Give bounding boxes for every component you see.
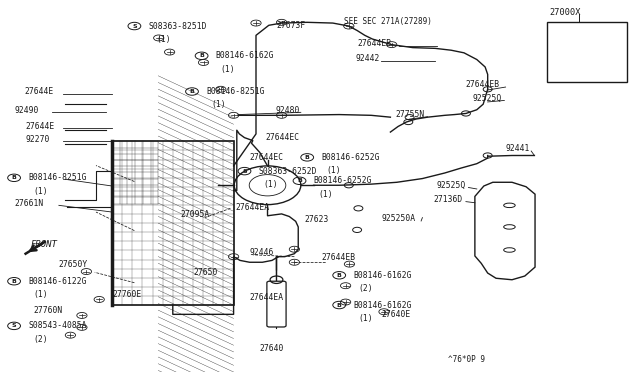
Text: 92490: 92490 bbox=[14, 106, 38, 115]
Text: B08146-6252G: B08146-6252G bbox=[314, 176, 372, 185]
Text: SEE SEC 271A(27289): SEE SEC 271A(27289) bbox=[344, 17, 432, 26]
Text: 92525Q: 92525Q bbox=[436, 181, 466, 190]
Text: 27644EB: 27644EB bbox=[466, 80, 500, 89]
Text: 27644EC: 27644EC bbox=[266, 133, 300, 142]
Bar bbox=[547, 22, 627, 82]
Text: 27673F: 27673F bbox=[276, 21, 306, 30]
Text: 27755N: 27755N bbox=[396, 110, 425, 119]
Text: (1): (1) bbox=[264, 180, 278, 189]
Text: S08363-8251D: S08363-8251D bbox=[148, 22, 207, 31]
Text: (1): (1) bbox=[319, 190, 333, 199]
Text: S08543-4085A: S08543-4085A bbox=[28, 321, 86, 330]
Text: 27095A: 27095A bbox=[180, 211, 210, 219]
Text: (1): (1) bbox=[211, 100, 226, 109]
Text: B08146-8251G: B08146-8251G bbox=[28, 173, 86, 182]
Text: B: B bbox=[199, 53, 204, 58]
Text: (1): (1) bbox=[33, 187, 48, 196]
Text: 27644EB: 27644EB bbox=[321, 253, 355, 262]
Text: 27644EC: 27644EC bbox=[250, 153, 284, 162]
Text: (1): (1) bbox=[33, 290, 48, 299]
Text: FRONT: FRONT bbox=[31, 240, 58, 249]
Text: 27644E: 27644E bbox=[26, 122, 55, 131]
Text: 92525Q: 92525Q bbox=[472, 94, 502, 103]
Text: 925250A: 925250A bbox=[381, 214, 415, 223]
Text: B: B bbox=[189, 89, 195, 94]
Text: B08146-6122G: B08146-6122G bbox=[28, 277, 86, 286]
Text: B: B bbox=[337, 273, 342, 278]
Text: 92480: 92480 bbox=[275, 106, 300, 115]
Text: B: B bbox=[305, 155, 310, 160]
Text: B08146-6162G: B08146-6162G bbox=[353, 271, 412, 280]
Text: (2): (2) bbox=[33, 335, 48, 344]
Text: B: B bbox=[337, 302, 342, 308]
Text: B: B bbox=[297, 178, 302, 183]
Text: 27650Y: 27650Y bbox=[59, 260, 88, 269]
Text: 27640E: 27640E bbox=[381, 310, 411, 319]
Text: B: B bbox=[12, 279, 17, 284]
Text: 27000X: 27000X bbox=[549, 8, 580, 17]
Text: B08146-6162G: B08146-6162G bbox=[216, 51, 274, 60]
Text: 27136D: 27136D bbox=[434, 195, 463, 204]
Text: (1): (1) bbox=[157, 35, 172, 44]
Bar bbox=[112, 141, 234, 305]
Text: B08146-6252G: B08146-6252G bbox=[321, 153, 380, 162]
Text: 27650: 27650 bbox=[193, 268, 218, 277]
Text: 92270: 92270 bbox=[26, 135, 50, 144]
Text: 27640: 27640 bbox=[260, 344, 284, 353]
Text: 27760E: 27760E bbox=[112, 290, 141, 299]
Text: 92442: 92442 bbox=[356, 54, 380, 63]
Text: (2): (2) bbox=[358, 284, 373, 293]
Text: 27760N: 27760N bbox=[33, 307, 63, 315]
Text: (1): (1) bbox=[326, 166, 341, 175]
Text: 27644EB: 27644EB bbox=[357, 39, 391, 48]
Text: (1): (1) bbox=[358, 314, 373, 323]
Text: B: B bbox=[12, 175, 17, 180]
Text: 27644E: 27644E bbox=[24, 87, 54, 96]
Text: B08146-8251G: B08146-8251G bbox=[206, 87, 264, 96]
Text: (1): (1) bbox=[221, 65, 236, 74]
Text: ^76*0P 9: ^76*0P 9 bbox=[448, 355, 485, 364]
Text: 27644EA: 27644EA bbox=[250, 293, 284, 302]
Text: 27644EA: 27644EA bbox=[236, 203, 269, 212]
Text: S: S bbox=[132, 23, 137, 29]
Text: 27661N: 27661N bbox=[14, 199, 44, 208]
Text: S: S bbox=[12, 323, 17, 328]
Text: 27623: 27623 bbox=[305, 215, 329, 224]
Text: S: S bbox=[242, 169, 247, 174]
FancyBboxPatch shape bbox=[267, 281, 286, 327]
Text: S08363-6252D: S08363-6252D bbox=[259, 167, 317, 176]
Text: 92441: 92441 bbox=[506, 144, 530, 153]
Text: B08146-6162G: B08146-6162G bbox=[353, 301, 412, 310]
Text: 92446: 92446 bbox=[250, 248, 274, 257]
